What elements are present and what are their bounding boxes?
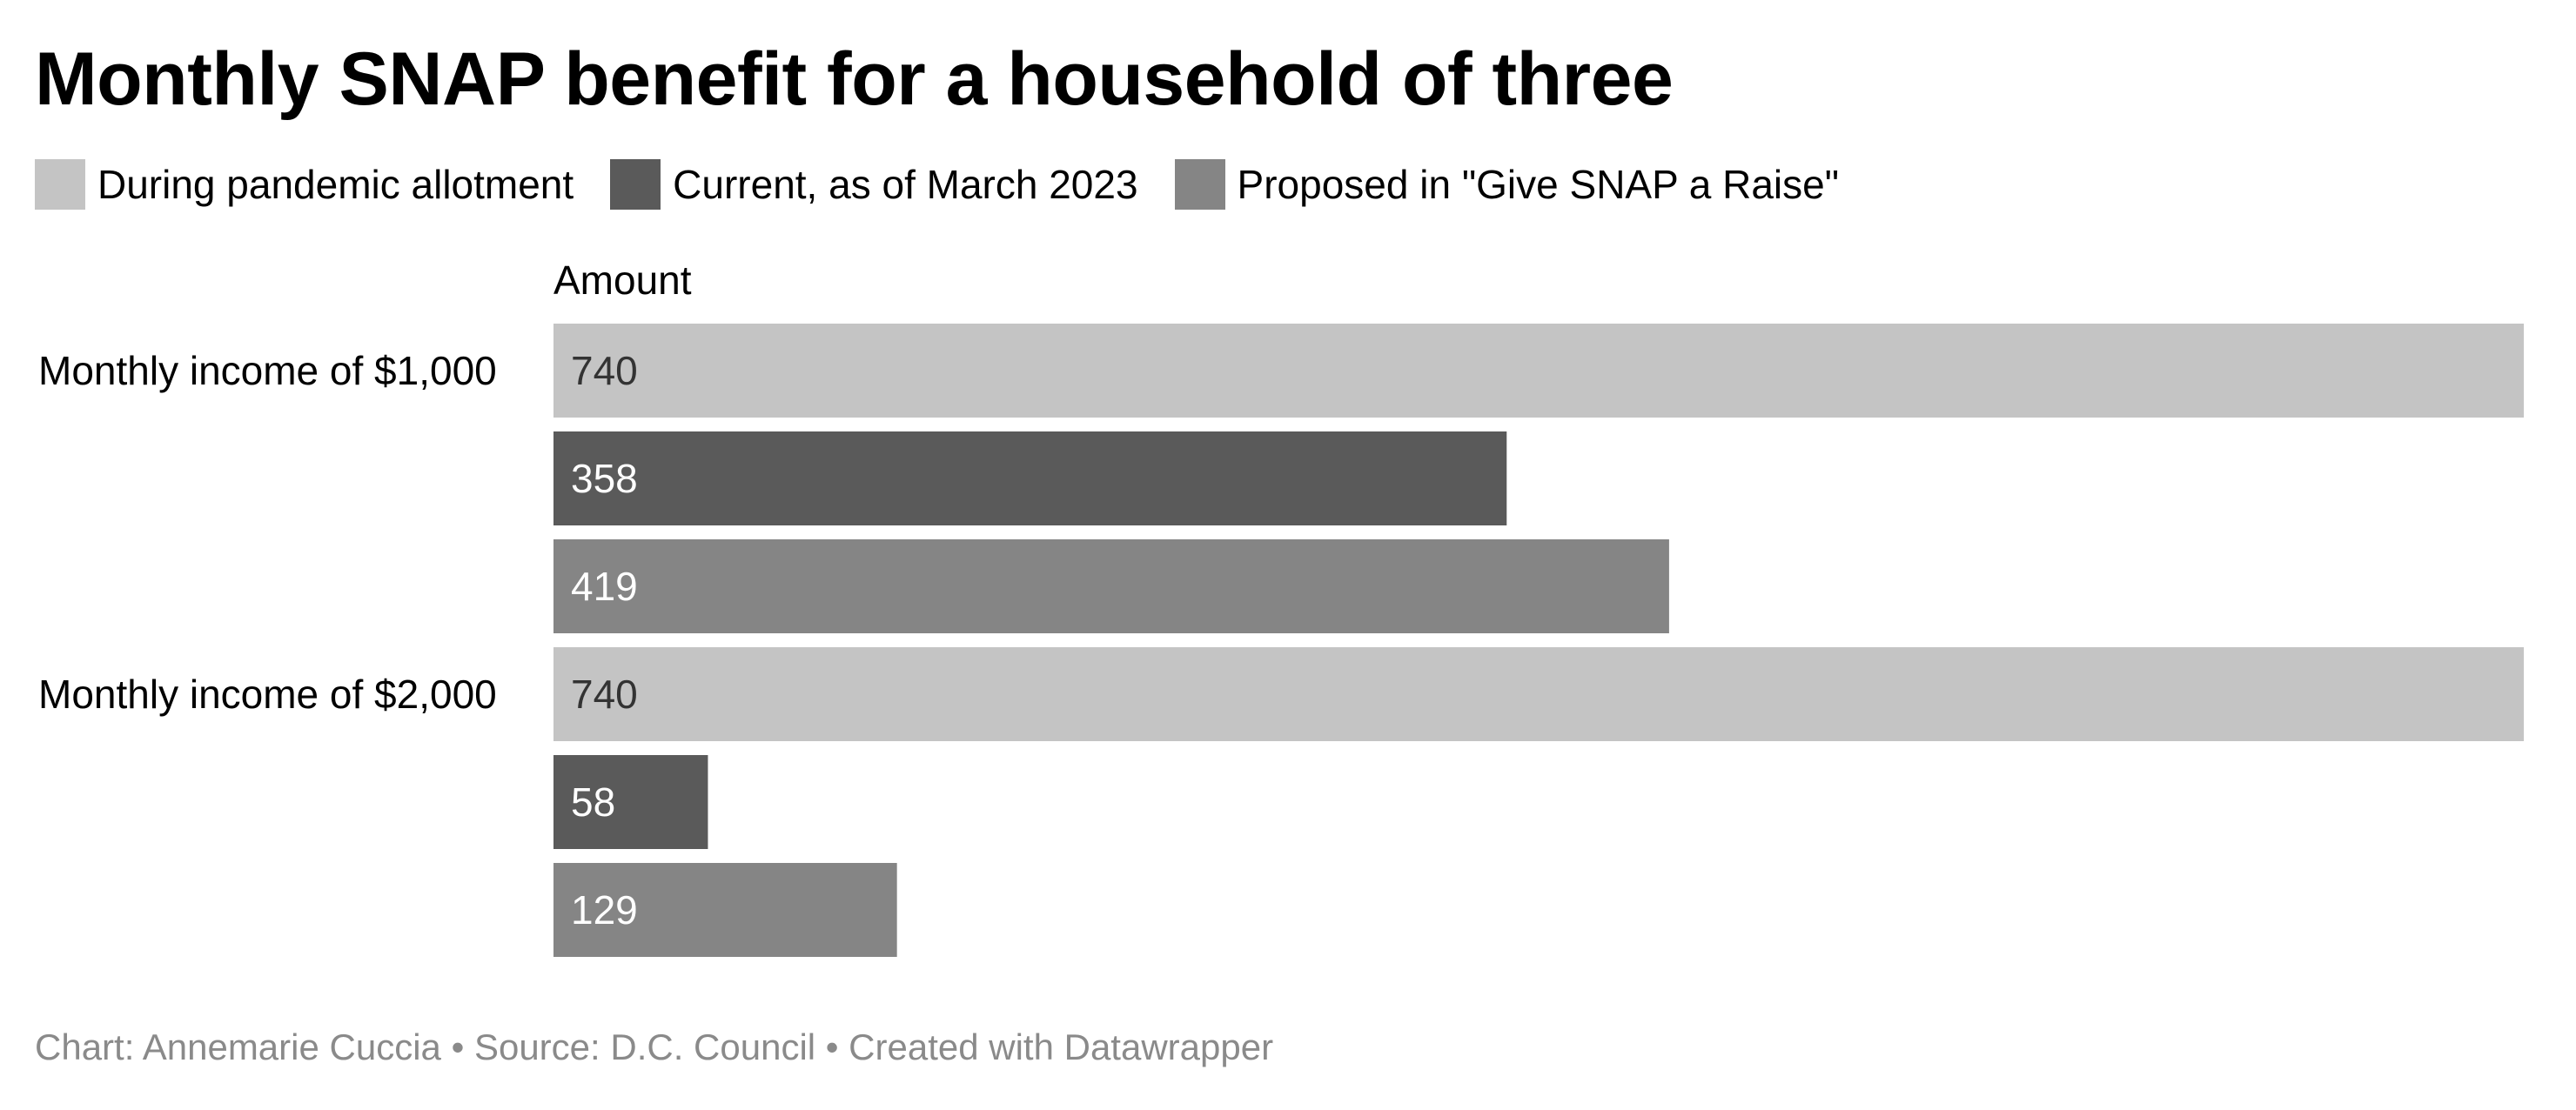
footer-separator-1: • (451, 1026, 465, 1067)
legend-swatch-proposed (1174, 159, 1225, 210)
bar (553, 324, 2524, 418)
chart-legend: During pandemic allotment Current, as of… (35, 157, 1875, 212)
bar (553, 863, 897, 957)
legend-label-proposed: Proposed in "Give SNAP a Raise" (1237, 162, 1840, 207)
bar (553, 431, 1507, 525)
footer-separator-2: • (825, 1026, 839, 1067)
legend-swatch-pandemic (35, 159, 85, 210)
footer-author: Chart: Annemarie Cuccia (35, 1026, 441, 1067)
category-label: Monthly income of $2,000 (38, 672, 497, 717)
legend-swatch-current (610, 159, 661, 210)
legend-item-proposed: Proposed in "Give SNAP a Raise" (1174, 159, 1840, 210)
legend-label-pandemic: During pandemic allotment (97, 162, 574, 207)
bar (553, 539, 1669, 633)
value-column-header: Amount (553, 257, 692, 303)
footer-source: Source: D.C. Council (473, 1026, 816, 1067)
bar-value-label: 419 (571, 564, 638, 609)
chart-title: Monthly SNAP benefit for a household of … (35, 37, 1674, 121)
footer-tool: Created with Datawrapper (849, 1026, 1274, 1067)
chart-footer: Chart: Annemarie Cuccia • Source: D.C. C… (35, 1023, 1273, 1072)
bar-value-label: 129 (571, 887, 638, 933)
bar-value-label: 358 (571, 456, 638, 501)
category-label: Monthly income of $1,000 (38, 348, 497, 393)
legend-item-current: Current, as of March 2023 (610, 159, 1138, 210)
bar-value-label: 740 (571, 672, 638, 717)
bar-value-label: 740 (571, 348, 638, 393)
legend-label-current: Current, as of March 2023 (673, 162, 1138, 207)
bar-value-label: 58 (571, 779, 615, 825)
bar (553, 755, 708, 849)
bar (553, 647, 2524, 741)
legend-item-pandemic: During pandemic allotment (35, 159, 574, 210)
